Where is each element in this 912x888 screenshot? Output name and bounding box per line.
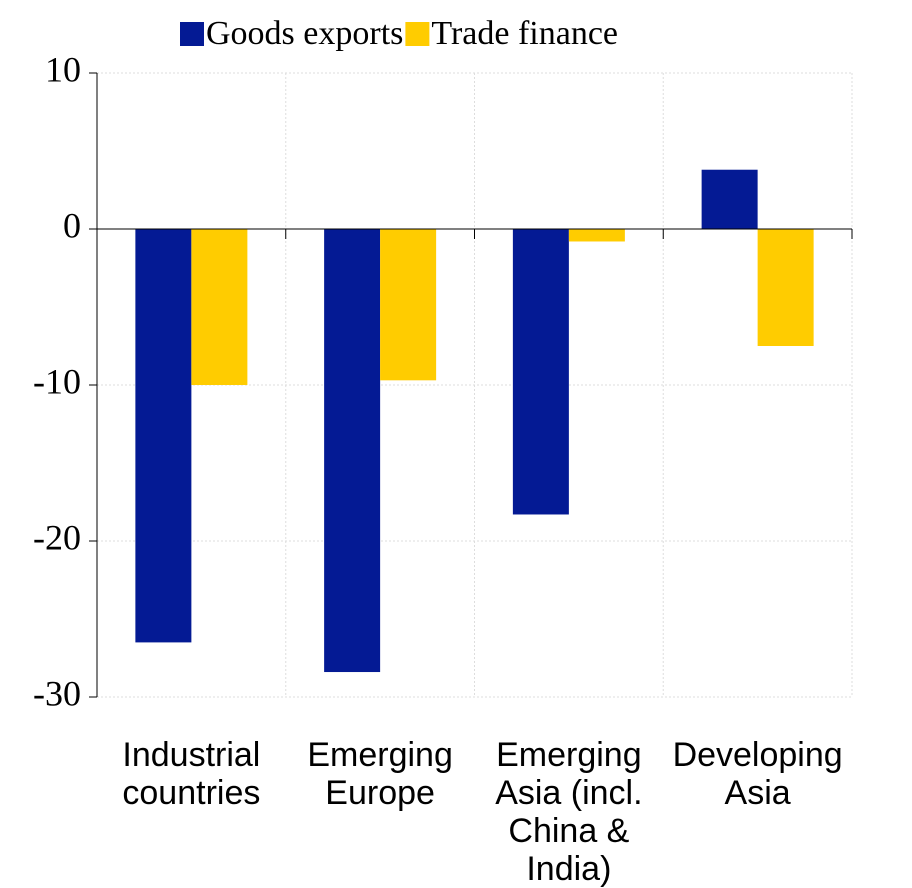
bar	[512, 229, 569, 515]
legend-swatch	[405, 22, 430, 46]
x-tick-label: Emerging Europe	[307, 736, 453, 812]
bar	[568, 229, 625, 242]
bar	[191, 229, 248, 385]
x-tick-label: Developing Asia	[672, 736, 843, 812]
y-tick-label: -10	[33, 361, 81, 401]
y-tick-label: 0	[63, 205, 81, 245]
bar	[757, 229, 814, 346]
x-tick-label: Emerging Asia (incl. China & India)	[495, 736, 643, 888]
legend-label: Trade finance	[431, 15, 618, 52]
y-tick-label: 10	[45, 49, 81, 89]
x-tick-label: Industrial countries	[122, 736, 261, 812]
bar	[380, 229, 437, 381]
y-tick-label: -30	[33, 673, 81, 713]
y-tick-label: -20	[33, 517, 81, 557]
bar	[324, 229, 381, 673]
bar	[135, 229, 192, 643]
bar	[701, 169, 758, 229]
legend-label: Goods exports	[206, 15, 403, 52]
legend-swatch	[180, 22, 204, 46]
